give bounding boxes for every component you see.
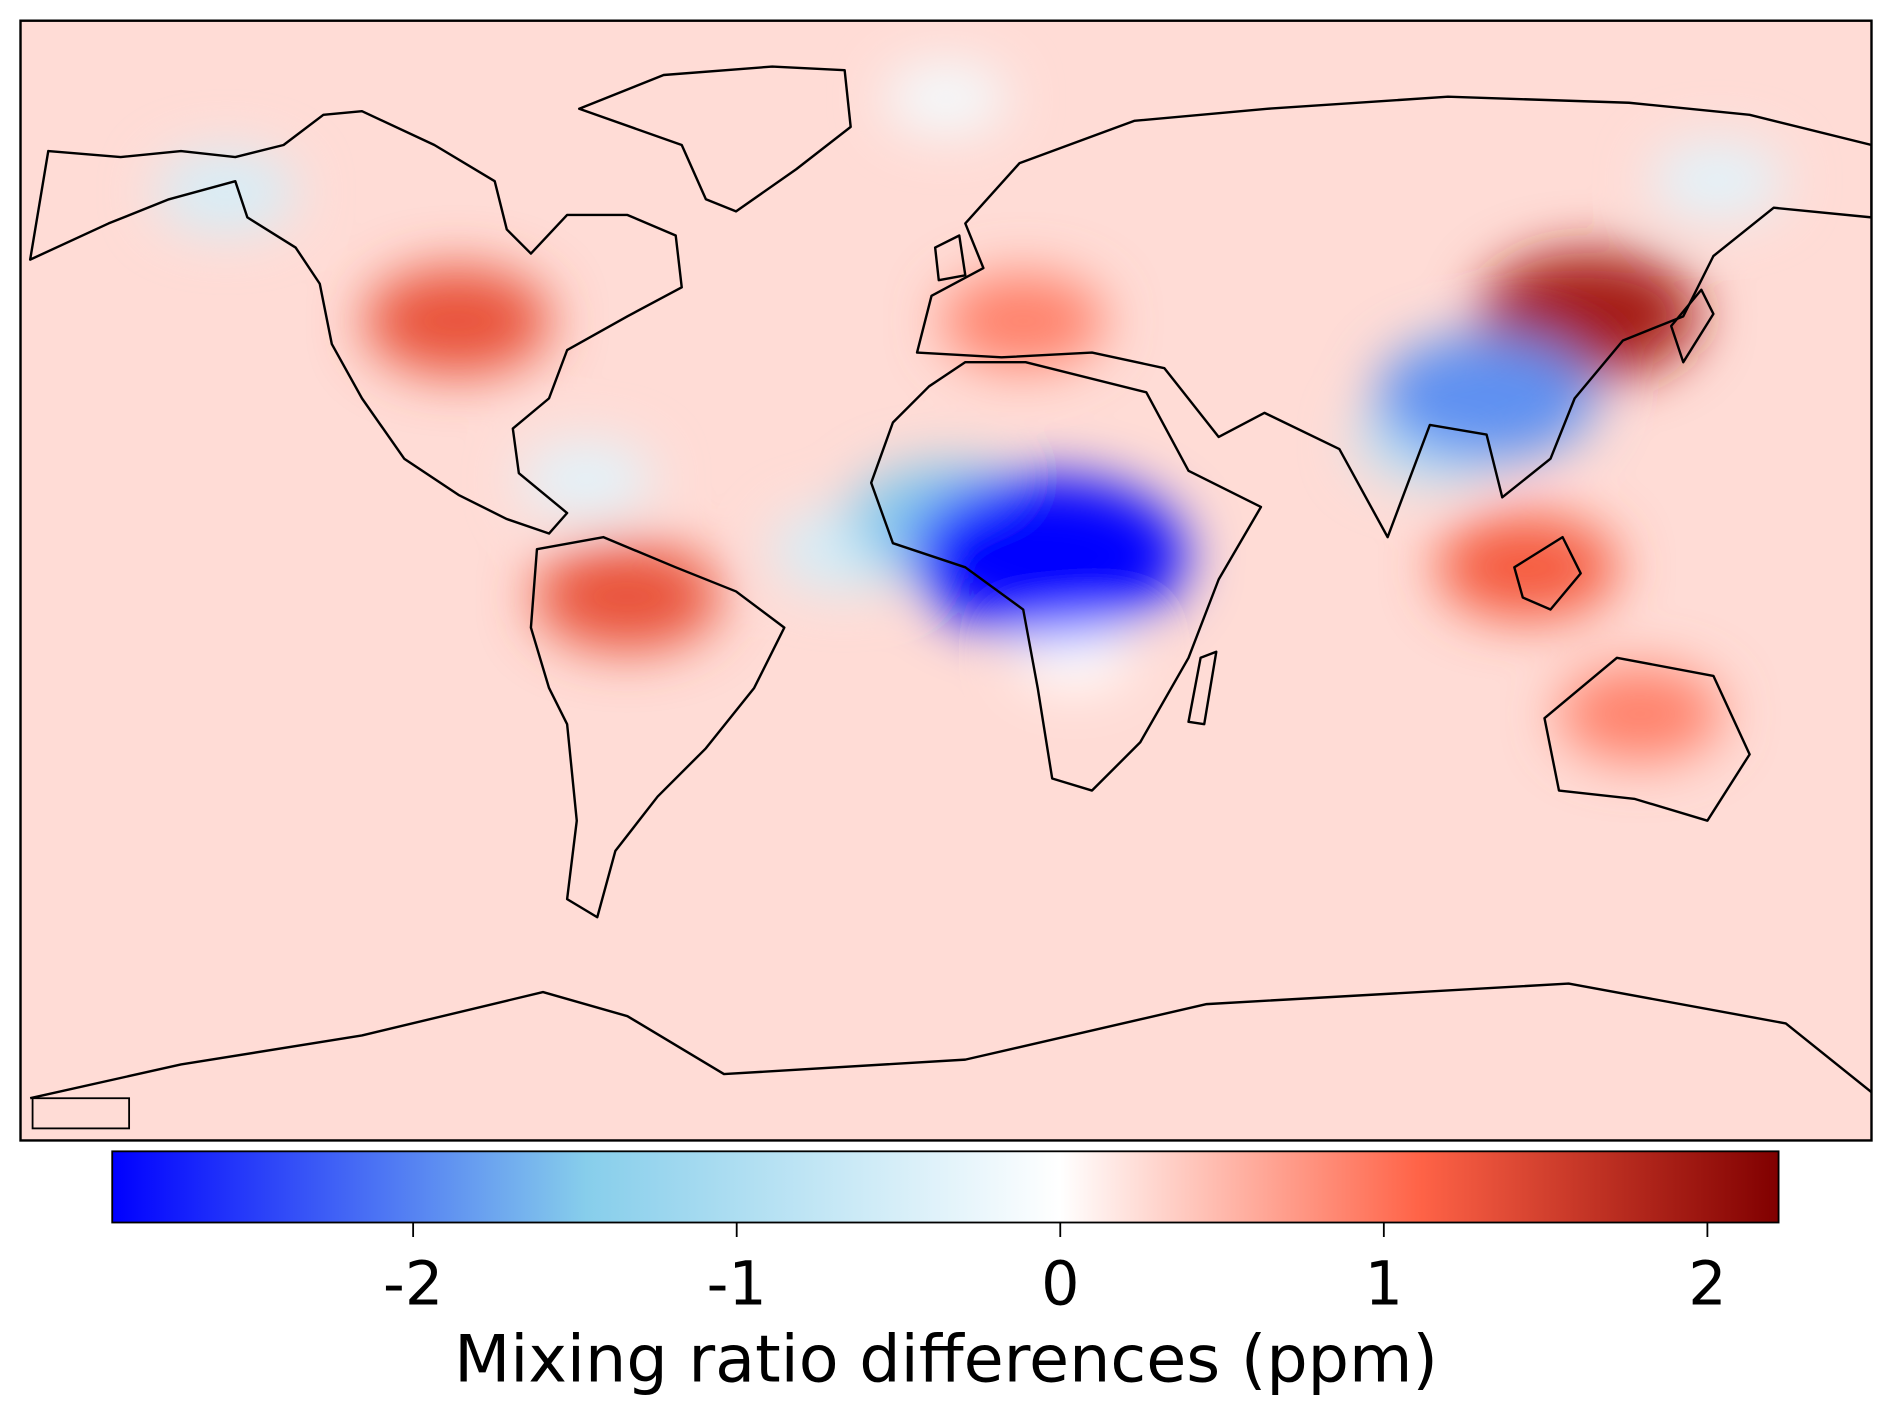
hotspot — [534, 542, 721, 651]
japan — [1669, 288, 1715, 364]
hotspot — [911, 476, 1186, 635]
australia — [1543, 656, 1751, 822]
eurasia — [915, 95, 1872, 539]
hotspot — [155, 150, 298, 234]
hotspot — [519, 440, 654, 519]
hotspot — [364, 267, 551, 375]
greenland — [577, 65, 852, 213]
map-frame — [19, 19, 1873, 1142]
south-america — [529, 535, 786, 919]
field — [20, 20, 1872, 1141]
hotspot — [941, 273, 1106, 369]
colorbar-tick-label: 1 — [1365, 1249, 1403, 1319]
colorbar-tick-label: 0 — [1041, 1249, 1079, 1319]
borneo — [1513, 535, 1582, 611]
colorbar-tick-label: -1 — [707, 1249, 767, 1319]
british-isles — [933, 234, 967, 282]
hotspot — [1650, 141, 1785, 220]
hotspot — [1017, 622, 1132, 689]
colorbar-tick-label: -2 — [383, 1249, 443, 1319]
hotspot — [1376, 333, 1596, 461]
north-america — [28, 109, 683, 535]
hotspot — [884, 62, 1008, 134]
antarctica — [29, 982, 1872, 1100]
coastlines — [28, 65, 1872, 1130]
hotspot — [1558, 666, 1723, 762]
colorbar-tick-label: 2 — [1688, 1249, 1726, 1319]
hotspot — [1436, 515, 1618, 620]
africa — [869, 360, 1263, 792]
colorbar — [111, 1150, 1780, 1224]
antarctica-box — [31, 1097, 131, 1130]
hotspots — [155, 62, 1785, 762]
colorbar-label: Mixing ratio differences (ppm) — [454, 1323, 1438, 1398]
madagascar — [1187, 650, 1218, 726]
